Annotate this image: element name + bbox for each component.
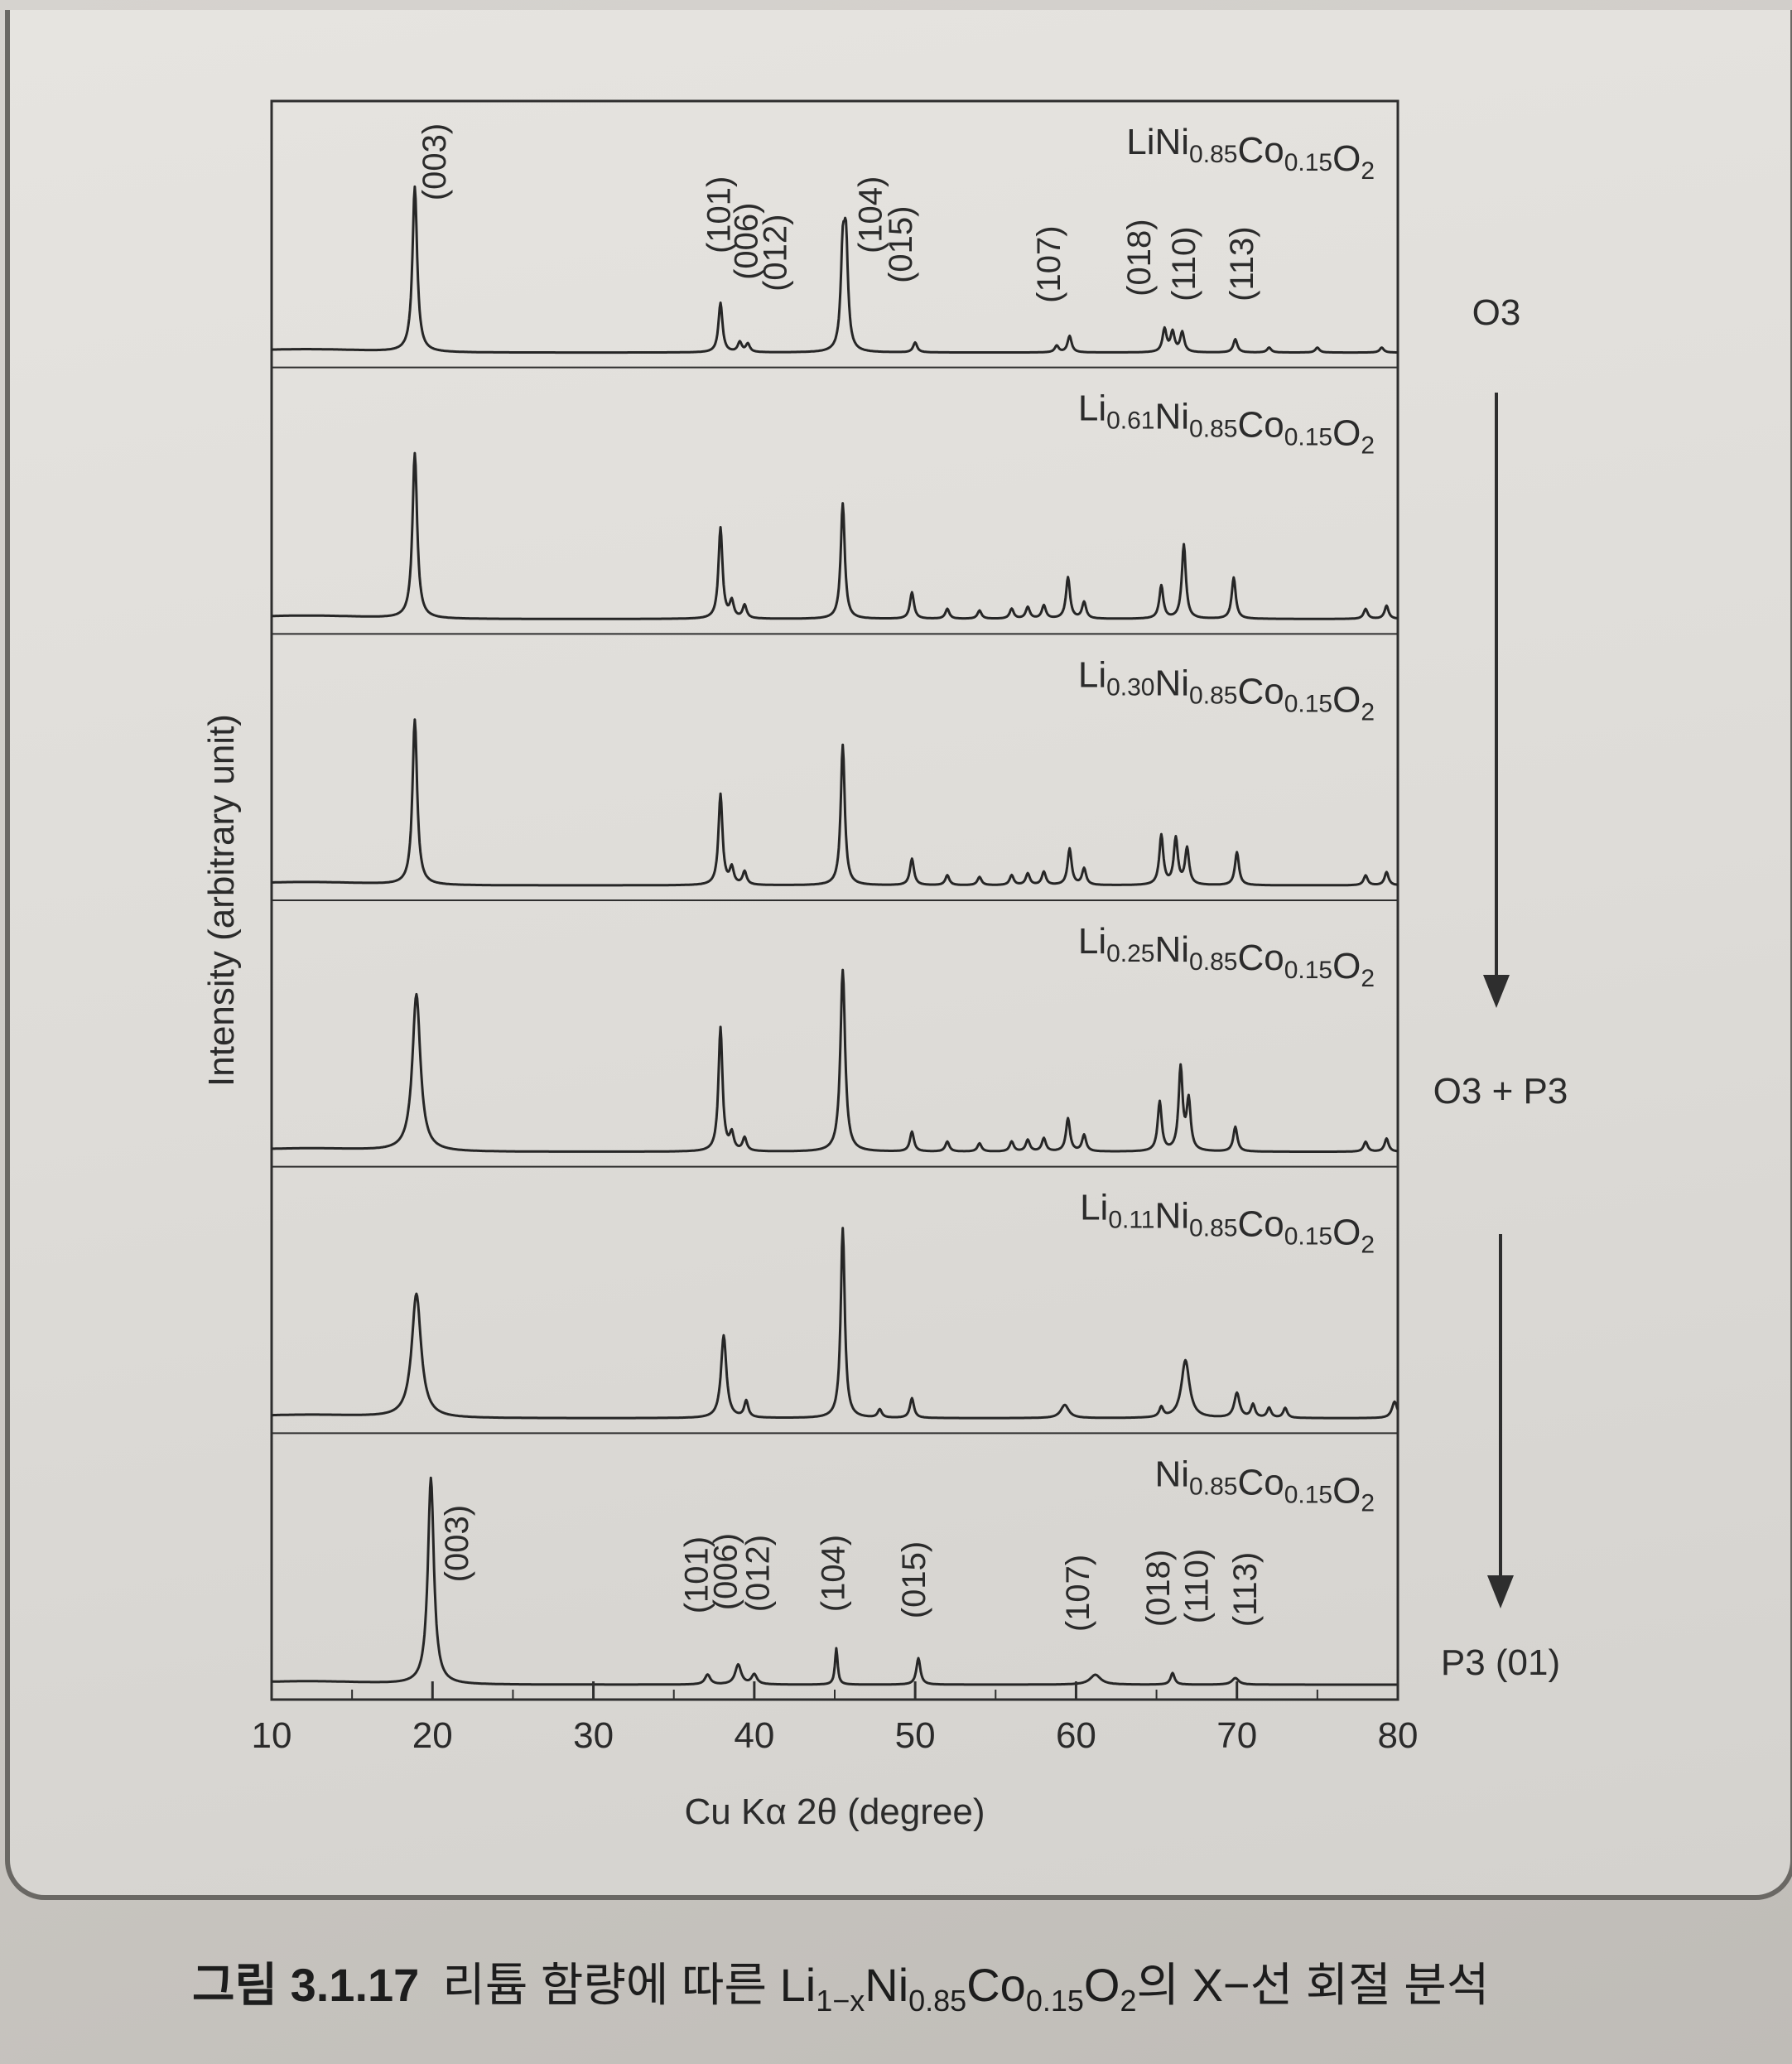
x-tick-label: 10 [252, 1715, 292, 1756]
composition-label: Li0.11Ni0.85Co0.15O2 [1080, 1188, 1375, 1259]
phase-arrow-head [1483, 975, 1510, 1008]
phase-label: O3 + P3 [1433, 1071, 1568, 1112]
phase-label: O3 [1472, 292, 1521, 333]
caption-number: 그림 3.1.17 [192, 1959, 420, 2011]
hkl-label: (107) [1060, 1555, 1096, 1632]
hkl-label: (110) [1179, 1549, 1216, 1623]
x-tick-label: 80 [1378, 1715, 1419, 1756]
composition-label: LiNi0.85Co0.15O2 [1126, 122, 1375, 185]
hkl-label: (107) [1031, 225, 1067, 302]
composition-label: Li0.25Ni0.85Co0.15O2 [1078, 921, 1375, 992]
hkl-label: (012) [758, 214, 794, 291]
hkl-label: (113) [1224, 226, 1260, 301]
hkl-label: (006) [729, 203, 765, 280]
hkl-label: (012) [739, 1535, 776, 1612]
spectrum-line [271, 451, 1399, 620]
x-tick-label: 60 [1056, 1715, 1096, 1756]
xrd-chart: LiNi0.85Co0.15O2(003)(101)(006)(012) (104… [201, 99, 1568, 1832]
hkl-label: (101) [679, 1536, 715, 1613]
x-tick-label: 70 [1216, 1715, 1257, 1756]
hkl-label: (003) [439, 1505, 475, 1582]
hkl-label: (015) [896, 1541, 932, 1618]
figure-panel: LiNi0.85Co0.15O2 (003) (101) (006) (012) (104… [5, 10, 1792, 1900]
figure-caption: 그림 3.1.17 리튬 함량에 따른 Li1−xNi0.85Co0.15O2의 … [192, 1948, 1766, 2018]
x-tick-label: 50 [895, 1715, 936, 1756]
spectrum-line [271, 968, 1399, 1153]
caption-text: 리튬 함량에 따른 Li1−xNi0.85Co0.15O2의 X−선 회절 분석 [442, 1959, 1490, 2018]
hkl-label: (015) [883, 206, 919, 283]
x-tick-label: 30 [573, 1715, 614, 1756]
spectrum-line [271, 718, 1399, 887]
hkl-label: (018) [1140, 1550, 1177, 1627]
x-tick-label: 20 [412, 1715, 453, 1756]
hkl-label: (113) [1227, 1552, 1264, 1627]
hkl-label: (101) [701, 176, 738, 253]
hkl-label: (018) [1121, 219, 1158, 296]
hkl-label: (104) [852, 176, 889, 253]
phase-label: P3 (01) [1441, 1642, 1560, 1683]
spectrum-line [271, 185, 1399, 354]
x-tick-label: 40 [734, 1715, 774, 1756]
composition-label: Li0.61Ni0.85Co0.15O2 [1078, 388, 1375, 460]
composition-label: Li0.30Ni0.85Co0.15O2 [1078, 654, 1375, 726]
hkl-label: (003) [417, 123, 453, 200]
composition-label: Ni0.85Co0.15O2 [1154, 1454, 1375, 1517]
spectrum-line [271, 1476, 1399, 1686]
hkl-label: (110) [1166, 226, 1202, 301]
x-axis-title: Cu Kα 2θ (degree) [685, 1792, 985, 1832]
y-axis-title: Intensity (arbitrary unit) [201, 714, 242, 1087]
hkl-label: (104) [816, 1535, 852, 1612]
phase-arrow-head [1487, 1575, 1514, 1608]
hkl-label: (006) [707, 1533, 744, 1610]
spectrum-line [271, 1227, 1399, 1420]
